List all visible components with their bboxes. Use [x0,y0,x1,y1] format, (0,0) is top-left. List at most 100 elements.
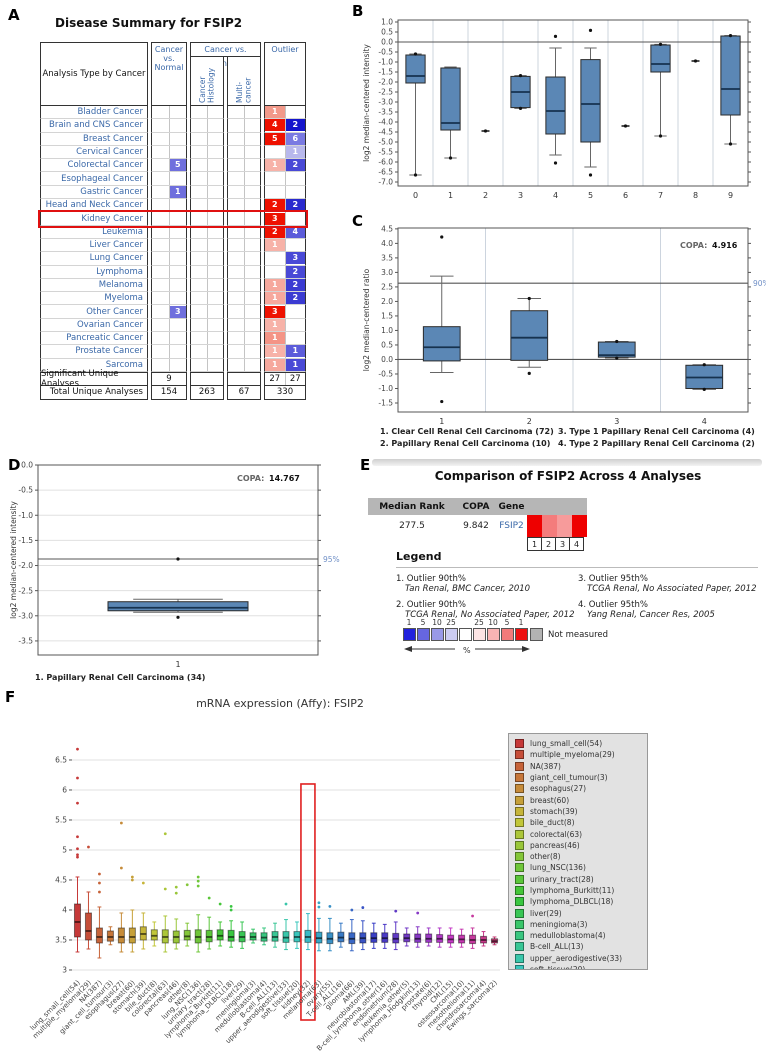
svg-text:-1.0: -1.0 [378,384,393,393]
svg-text:1: 1 [448,191,453,200]
panel-e-title: Comparison of FSIP2 Across 4 Analyses [434,469,702,483]
cancer-type-link[interactable]: Brain and CNS Cancer [49,120,143,131]
cancer-type-link[interactable]: Other Cancer [86,306,143,317]
svg-text:1.5: 1.5 [381,312,393,321]
median-rank-value: 277.5 [399,520,425,531]
legend-swatch [515,852,524,862]
svg-text:6.5: 6.5 [55,756,67,765]
scale-swatch [487,628,500,641]
table-row: Bladder Cancer 1 [40,106,306,120]
svg-text:-4.5: -4.5 [378,128,393,137]
cancer-type-link[interactable]: Melanoma [98,280,143,290]
svg-text:3.0: 3.0 [381,268,393,277]
svg-text:2: 2 [483,191,488,200]
cancer-type-link[interactable]: Prostate Cancer [75,346,143,357]
panel-b-label: B [352,2,364,20]
svg-text:-0.5: -0.5 [18,486,33,495]
legend-swatch [515,965,524,969]
cancer-type-link[interactable]: Lung Cancer [89,253,143,264]
legend-swatch [515,942,524,952]
legend-item: stomach(39) [515,806,647,817]
svg-text:1: 1 [439,417,444,426]
scale-swatch [417,628,430,641]
table-row: Other Cancer 3 3 [40,305,306,319]
scale-swatch [501,628,514,641]
legend-swatch [515,784,524,794]
svg-text:4: 4 [62,906,67,915]
cancer-type-link[interactable]: Breast Cancer [83,133,143,144]
svg-text:log2 median-centered intensity: log2 median-centered intensity [362,44,371,162]
legend-item: pancreas(46) [515,840,647,851]
legend-item: liver(29) [515,907,647,918]
legend-item: lung_NSC(136) [515,862,647,873]
percent-color-scale: 1 5 10 25 25 10 5 1 % [403,618,531,660]
heatmap-cell-number: 4 [569,537,584,551]
scale-swatch [431,628,444,641]
svg-text:5: 5 [62,846,67,855]
cancer-type-link[interactable]: Lymphoma [96,266,143,277]
legend-item: B-cell_ALL(13) [515,941,647,952]
svg-text:0.5: 0.5 [381,341,393,350]
heatmap-cell [542,515,557,537]
table-row: Kidney Cancer 3 [38,210,308,228]
cancer-type-link[interactable]: Colorectal Cancer [67,160,143,171]
legend-swatch [515,863,524,873]
boxplot-d: 95% 0.0 -0.5 -1.0 -1.5 -2.0 -2.5 -3.0 -3.5 1 log2 … [5,455,363,677]
cancer-type-link[interactable]: Liver Cancer [89,240,143,251]
analysis-legend-entry: 4. Outlier 95th% Yang Renal, Cancer Res, … [578,600,715,620]
table-row: Lung Cancer 3 [40,252,306,266]
legend-item: lymphoma_Burkitt(11) [515,885,647,896]
legend-divider [396,567,758,568]
cell-line-legend: lung_small_cell(54) multiple_myeloma(29)… [508,733,648,970]
svg-text:1: 1 [175,660,180,669]
svg-text:0: 0 [413,191,418,200]
legend-item: multiple_myeloma(29) [515,749,647,760]
svg-text:-6.0: -6.0 [378,158,393,167]
cancer-type-link[interactable]: Kidney Cancer [81,213,143,224]
cancer-type-link[interactable]: Sarcoma [105,359,143,370]
cancer-type-link[interactable]: Bladder Cancer [77,107,143,118]
cancer-type-link[interactable]: Esophageal Cancer [61,173,143,184]
cancer-type-link[interactable]: Cervical Cancer [76,147,143,158]
svg-text:0.0: 0.0 [21,461,33,470]
heatmap-cell [557,515,572,537]
cancer-type-link[interactable]: Head and Neck Cancer [45,200,143,211]
legend-swatch [515,953,524,963]
svg-text:1.0: 1.0 [381,326,393,335]
table-row: Pancreatic Cancer 1 [40,332,306,346]
svg-text:2.5: 2.5 [381,283,393,292]
svg-text:-2.0: -2.0 [18,561,33,570]
legend-swatch [515,840,524,850]
svg-text:2: 2 [527,417,532,426]
cancer-type-link[interactable]: Gastric Cancer [80,186,143,197]
table-row: Ovarian Cancer 1 [40,318,306,333]
svg-text:3: 3 [614,417,619,426]
cancer-type-link[interactable]: Leukemia [102,226,143,237]
svg-text:9: 9 [728,191,733,200]
cancer-type-link[interactable]: Pancreatic Cancer [66,333,143,344]
svg-text:4.5: 4.5 [55,876,67,885]
svg-text:2.0: 2.0 [381,297,393,306]
boxplot-c: 90% 4.5 4.0 3.5 3.0 2.5 2.0 1.5 1.0 0.5 0.0 -0.5 -1.… [358,212,766,434]
svg-text:-0.5: -0.5 [378,48,393,57]
legend-swatch [515,908,524,918]
gene-link[interactable]: FSIP2 [499,520,524,531]
svg-text:4: 4 [553,191,558,200]
legend-swatch [515,806,524,816]
cancer-type-link[interactable]: Ovarian Cancer [76,319,143,330]
table-row: Lymphoma 2 [40,265,306,279]
svg-text:-3.0: -3.0 [378,98,393,107]
cancer-type-link[interactable]: Myeloma [104,293,143,304]
legend-swatch [515,795,524,805]
panel-c-footnotes-col1: 1. Clear Cell Renal Cell Carcinoma (72) 2… [380,427,554,448]
panel-f-title: mRNA expression (Affy): FSIP2 [196,697,364,710]
svg-text:%: % [463,646,471,655]
panel-c-label: C [352,212,364,230]
svg-text:-5.5: -5.5 [378,148,393,157]
